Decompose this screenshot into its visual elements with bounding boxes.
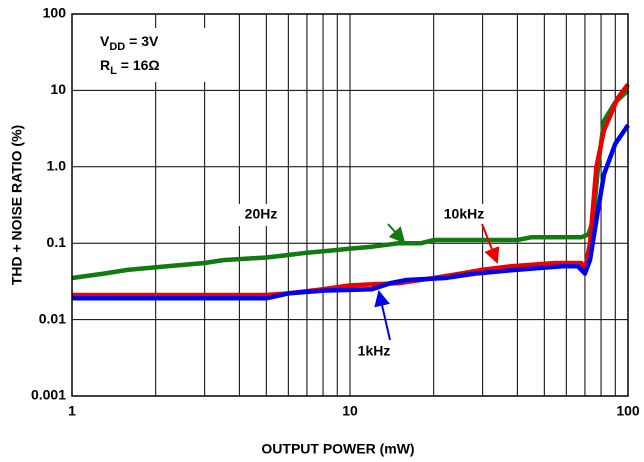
x-axis-title: OUTPUT POWER (mW) xyxy=(261,441,414,457)
y-tick-label: 0.001 xyxy=(31,387,66,403)
label-bg xyxy=(238,204,284,226)
annotation-box xyxy=(96,28,214,82)
arrow xyxy=(387,223,406,244)
annotation-sub: L xyxy=(110,65,117,77)
data-line xyxy=(72,123,630,301)
lines xyxy=(71,83,630,301)
plot-frame xyxy=(71,13,629,397)
label-bg xyxy=(352,341,396,363)
y-tick-label: 10 xyxy=(50,81,66,97)
annotation-rest: = 16Ω xyxy=(117,57,160,73)
y-tick-label: 100 xyxy=(43,5,67,21)
x-tick-label: 10 xyxy=(342,403,358,419)
annotation-sub: DD xyxy=(109,41,125,53)
series-label: 1kHz xyxy=(358,343,391,359)
series-label: 10kHz xyxy=(444,206,484,222)
y-tick-label: 0.1 xyxy=(47,234,67,250)
label-bg xyxy=(436,204,492,226)
arrow xyxy=(374,290,391,341)
annotation-rest: = 3V xyxy=(125,33,159,49)
series-label: 20Hz xyxy=(245,206,278,222)
y-tick-label: 0.01 xyxy=(39,310,66,326)
annotation-text: V xyxy=(100,33,110,49)
x-tick-label: 100 xyxy=(616,403,640,419)
annotation: VDD = 3V xyxy=(100,33,159,53)
annotation-text: R xyxy=(100,57,110,73)
y-axis-title: THD + NOISE RATIO (%) xyxy=(9,125,25,285)
annotation: RL = 16Ω xyxy=(100,57,160,77)
arrow xyxy=(481,223,500,264)
x-tick-label: 1 xyxy=(68,403,76,419)
y-tick-label: 1.0 xyxy=(47,158,67,174)
